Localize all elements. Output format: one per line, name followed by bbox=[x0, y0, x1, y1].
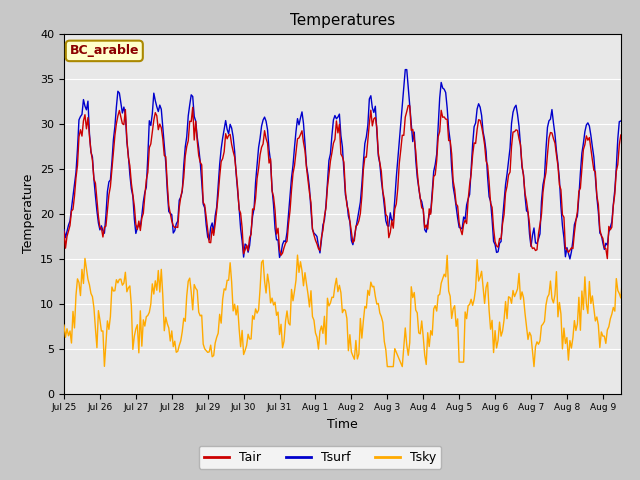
Line: Tair: Tair bbox=[64, 106, 637, 259]
Tair bbox=[97, 225, 105, 231]
Tsky bbox=[79, 281, 87, 287]
Tair bbox=[404, 103, 412, 108]
Tsurf bbox=[634, 225, 640, 230]
Tair bbox=[634, 220, 640, 226]
Tsurf bbox=[566, 256, 573, 262]
Tsurf bbox=[79, 96, 87, 102]
Tsurf bbox=[556, 177, 563, 182]
Tsurf bbox=[632, 223, 639, 229]
Tair bbox=[604, 256, 611, 262]
Line: Tsurf: Tsurf bbox=[64, 70, 637, 259]
Text: BC_arable: BC_arable bbox=[70, 44, 139, 58]
Tsurf bbox=[60, 227, 68, 233]
Tsky bbox=[356, 315, 364, 321]
Y-axis label: Temperature: Temperature bbox=[22, 174, 35, 253]
Tsky bbox=[632, 301, 639, 307]
Tair bbox=[79, 118, 87, 124]
Tsky bbox=[472, 286, 479, 292]
Tsurf bbox=[355, 208, 363, 214]
X-axis label: Time: Time bbox=[327, 418, 358, 431]
Tsky bbox=[634, 313, 640, 319]
Tsurf bbox=[97, 223, 105, 228]
Tair bbox=[470, 140, 478, 146]
Tsurf bbox=[401, 67, 409, 72]
Tair bbox=[556, 182, 563, 188]
Tsky bbox=[97, 328, 105, 334]
Tair bbox=[60, 228, 68, 234]
Tsky bbox=[383, 364, 391, 370]
Tsky bbox=[557, 311, 564, 317]
Title: Temperatures: Temperatures bbox=[290, 13, 395, 28]
Tair bbox=[355, 218, 363, 224]
Tsky bbox=[60, 322, 68, 328]
Tsky bbox=[294, 252, 301, 258]
Tsurf bbox=[470, 124, 478, 130]
Tair bbox=[632, 203, 639, 209]
Legend: Tair, Tsurf, Tsky: Tair, Tsurf, Tsky bbox=[198, 446, 442, 469]
Line: Tsky: Tsky bbox=[64, 255, 637, 367]
